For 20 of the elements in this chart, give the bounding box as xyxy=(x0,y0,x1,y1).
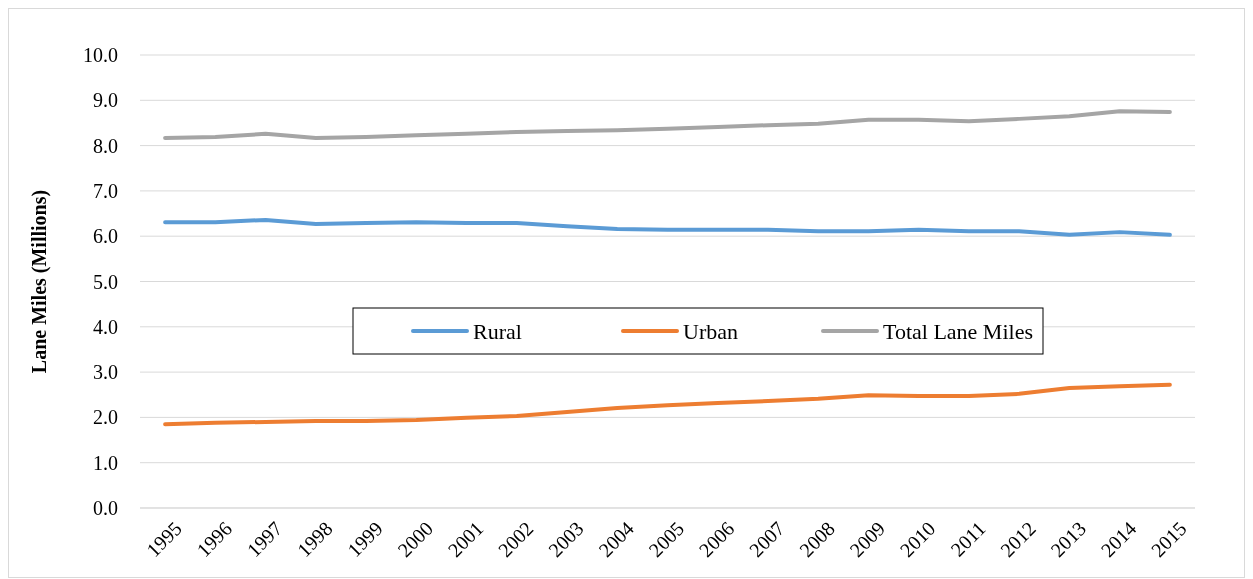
x-tick-label: 1999 xyxy=(342,517,387,562)
line-series xyxy=(163,109,1172,140)
legend-label: Urban xyxy=(683,318,738,344)
y-tick-label: 1.0 xyxy=(93,451,118,474)
y-tick-label: 10.0 xyxy=(83,44,118,66)
line-series xyxy=(163,217,1172,237)
y-tick-label: 5.0 xyxy=(93,270,118,293)
y-axis-title: Lane Miles (Millions) xyxy=(28,189,51,374)
x-tick-label: 2011 xyxy=(946,517,990,561)
y-tick-label: 6.0 xyxy=(93,225,118,248)
y-tick-label: 3.0 xyxy=(93,361,118,384)
legend-label: Total Lane Miles xyxy=(883,318,1033,344)
line-series xyxy=(163,382,1172,427)
y-tick-label: 9.0 xyxy=(93,89,118,112)
y-tick-label: 2.0 xyxy=(93,406,118,429)
y-tick-label: 8.0 xyxy=(93,134,118,157)
y-tick-label: 0.0 xyxy=(93,497,118,519)
legend-label: Rural xyxy=(473,318,522,344)
y-tick-label: 4.0 xyxy=(93,315,118,338)
y-tick-label: 7.0 xyxy=(93,179,118,202)
